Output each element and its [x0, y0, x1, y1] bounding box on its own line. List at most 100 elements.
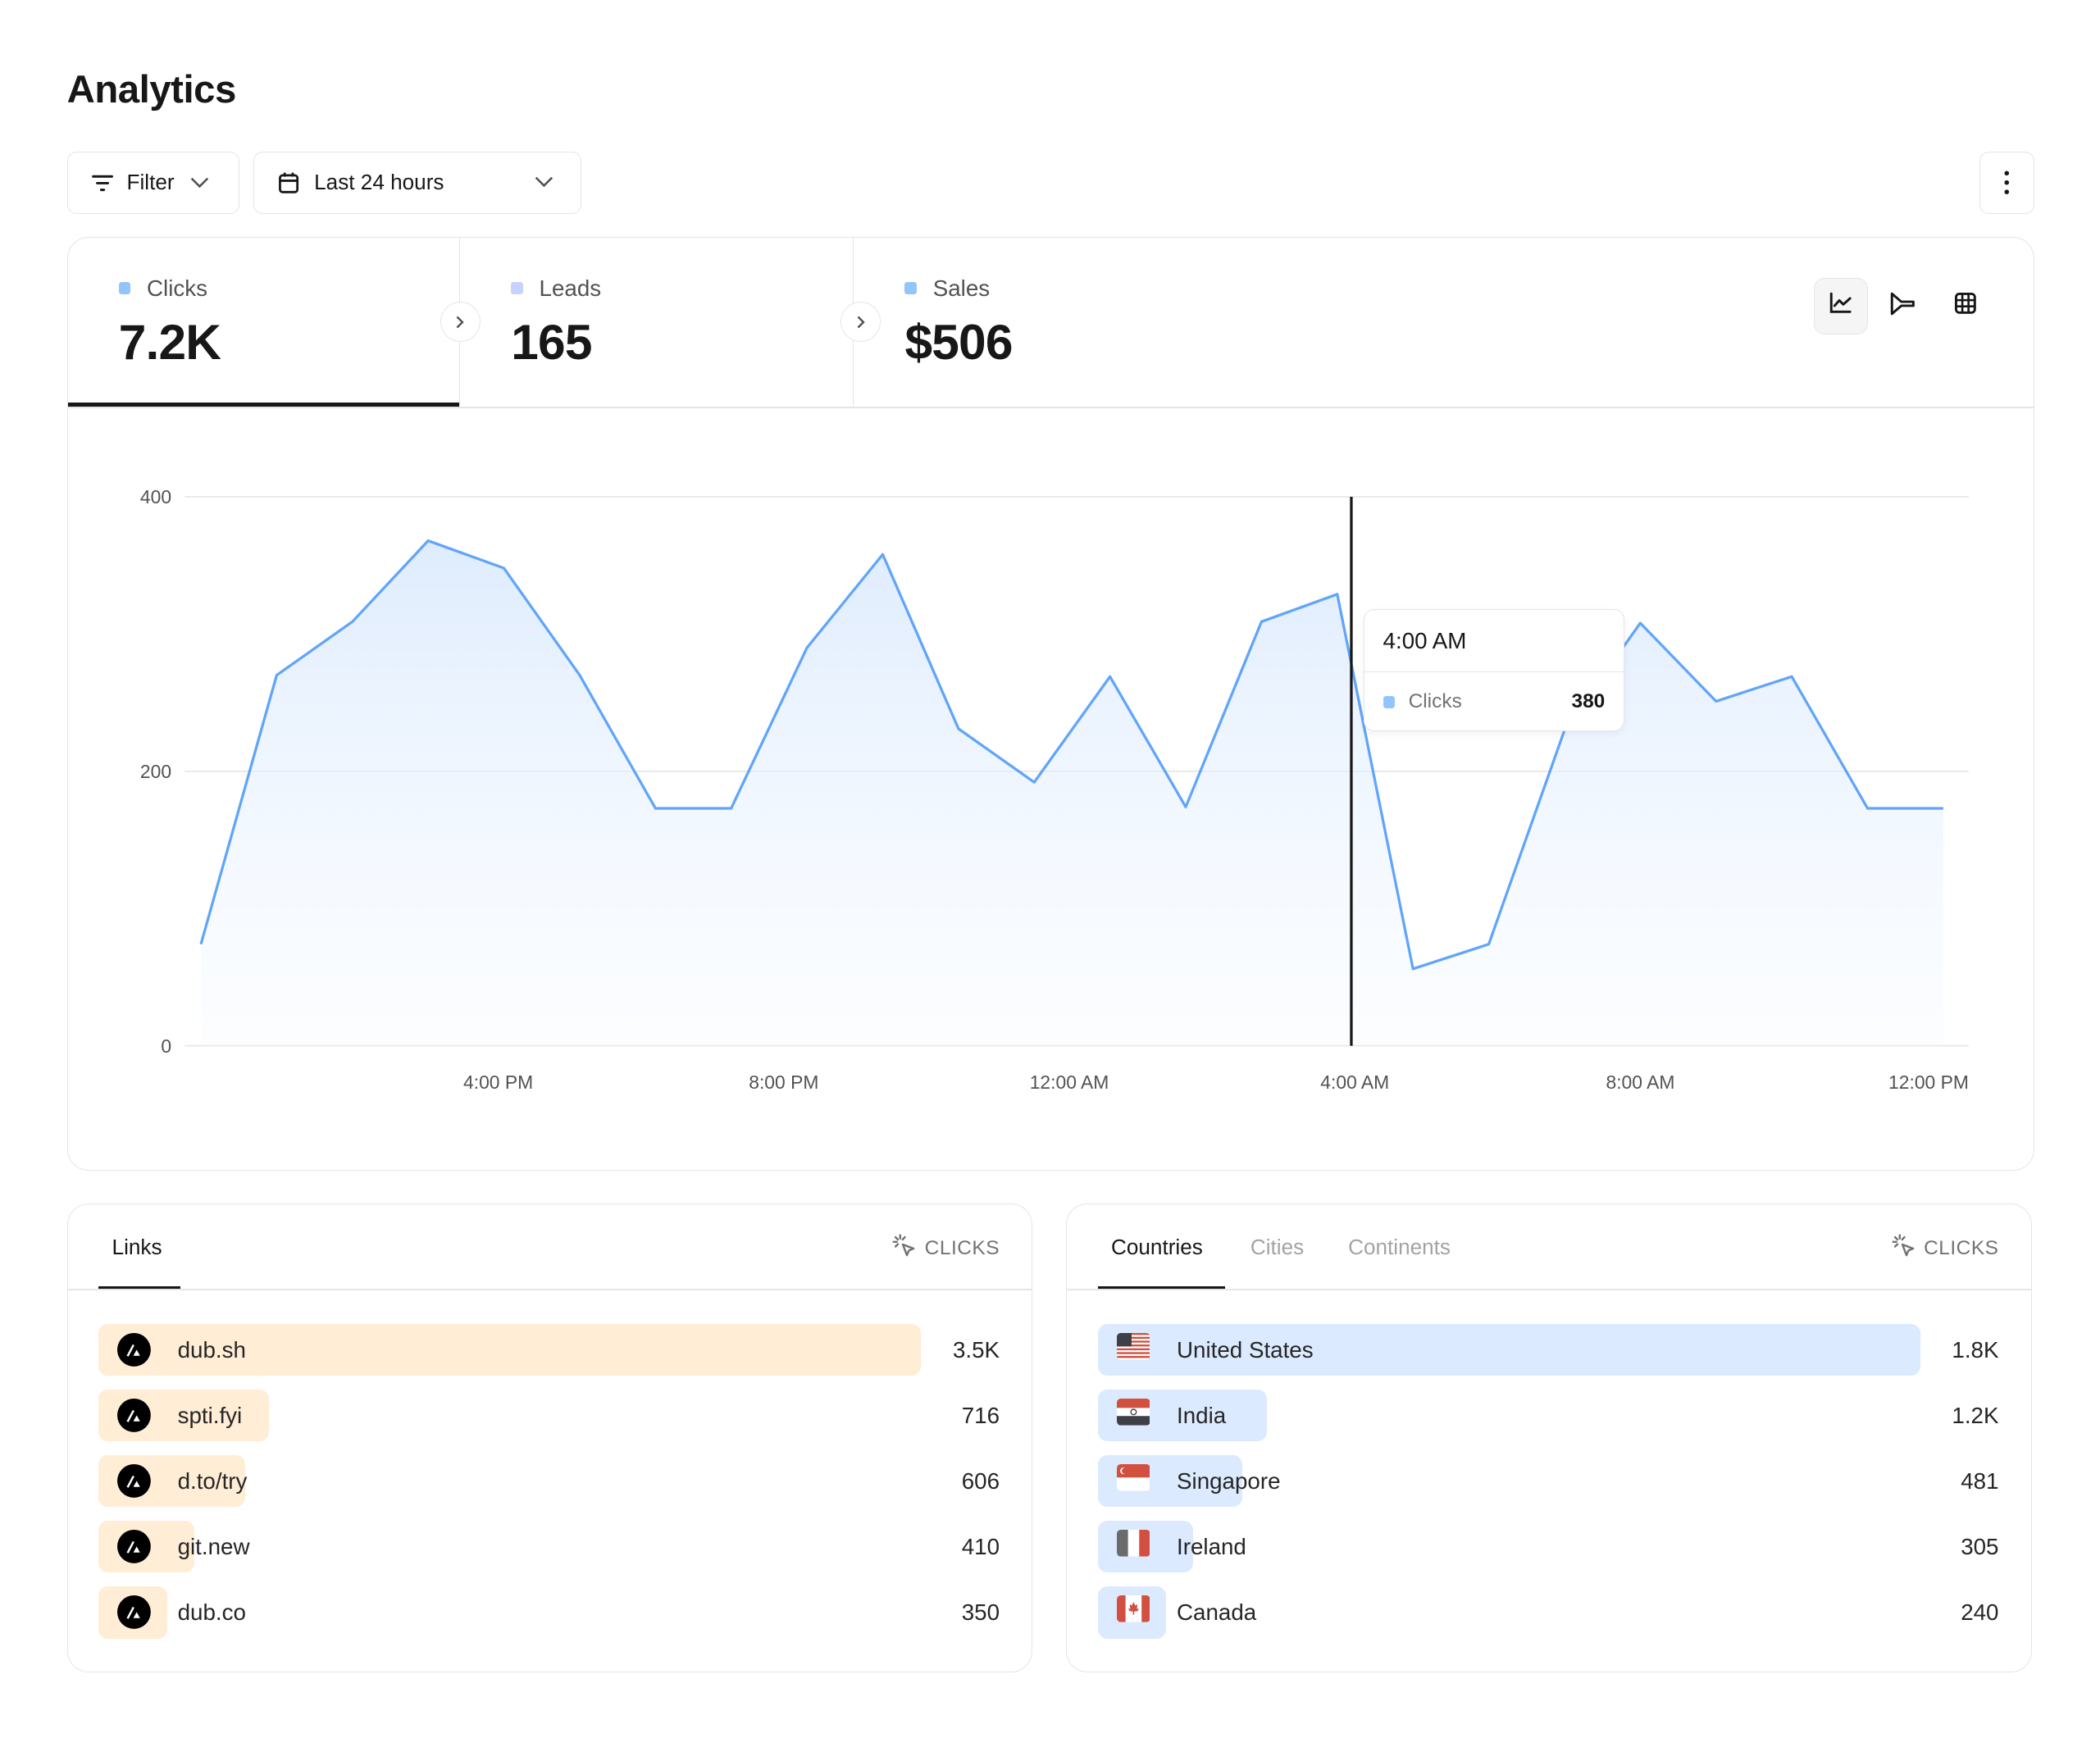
chevron-right-icon: [840, 302, 881, 343]
x-tick-label: 12:00 PM: [1888, 1071, 1969, 1093]
x-tick-label: 4:00 AM: [1320, 1071, 1389, 1093]
country-row[interactable]: United States 1.8K: [1097, 1323, 1999, 1376]
metric-tab-sales[interactable]: Sales $506: [854, 238, 1524, 407]
filter-icon: [92, 174, 114, 193]
clicks-label: CLICKS: [1924, 1237, 1999, 1260]
link-name: dub.sh: [177, 1336, 246, 1363]
metric-label: Clicks: [147, 275, 207, 301]
clicks-area-chart: 0 200 400 4:00 PM 8:00 PM 12:00 AM 4:00 AM 8:0…: [140, 486, 1969, 1093]
filter-label: Filter: [126, 170, 175, 195]
flag-us-icon: [1116, 1333, 1150, 1367]
tab-continents[interactable]: Continents: [1348, 1235, 1451, 1260]
chevron-right-icon: [440, 302, 481, 343]
link-name: dub.co: [177, 1599, 246, 1625]
line-chart-view-button[interactable]: [1814, 278, 1868, 334]
x-tick-label: 8:00 PM: [749, 1071, 818, 1093]
cursor-click-icon: [892, 1234, 916, 1263]
tab-links[interactable]: Links: [112, 1235, 162, 1260]
cursor-click-icon: [1892, 1234, 1916, 1263]
country-row[interactable]: Ireland 305: [1097, 1520, 1999, 1573]
link-name: git.new: [177, 1533, 250, 1559]
chevron-down-icon: [190, 177, 209, 189]
dub-logo-icon: [117, 1399, 151, 1432]
flag-in-icon: [1116, 1399, 1150, 1432]
link-name: spti.fyi: [177, 1402, 243, 1428]
dub-logo-icon: [117, 1464, 151, 1498]
tooltip-title: 4:00 AM: [1364, 610, 1624, 673]
metric-label: Sales: [932, 275, 991, 301]
tooltip-series-label: Clicks: [1408, 690, 1462, 713]
funnel-icon: [1889, 291, 1916, 321]
dub-logo-icon: [117, 1333, 151, 1367]
link-row[interactable]: dub.sh 3.5K: [98, 1323, 1000, 1376]
funnel-view-button[interactable]: [1876, 278, 1929, 334]
tab-cities[interactable]: Cities: [1250, 1235, 1305, 1260]
country-row[interactable]: Canada 240: [1097, 1586, 1999, 1639]
country-name: India: [1177, 1402, 1227, 1428]
link-row[interactable]: d.to/try 606: [98, 1454, 1000, 1508]
clicks-color-swatch: [118, 282, 131, 295]
metric-tab-clicks[interactable]: Clicks 7.2K: [67, 238, 461, 407]
country-name: Ireland: [1177, 1533, 1246, 1559]
clicks-column-header: CLICKS: [1892, 1234, 1999, 1263]
leads-color-swatch: [511, 282, 523, 295]
calendar-icon: [278, 171, 299, 194]
link-row[interactable]: git.new 410: [98, 1520, 1000, 1573]
clicks-color-swatch: [1383, 695, 1396, 708]
chevron-down-icon: [535, 176, 553, 189]
link-row[interactable]: spti.fyi 716: [98, 1389, 1000, 1442]
metric-value: $506: [904, 313, 1013, 370]
date-range-label: Last 24 hours: [314, 170, 444, 195]
country-name: Canada: [1177, 1599, 1257, 1625]
date-range-select[interactable]: Last 24 hours: [253, 151, 581, 215]
click-count: 240: [1961, 1599, 1999, 1625]
flag-sg-icon: [1116, 1464, 1150, 1498]
clicks-series-line: [199, 539, 1943, 971]
divider: [67, 406, 2034, 408]
x-tick-label: 8:00 AM: [1606, 1071, 1675, 1093]
more-vertical-icon: [2004, 171, 2010, 195]
dub-logo-icon: [117, 1595, 151, 1630]
filter-button[interactable]: Filter: [66, 151, 240, 215]
chart-tooltip: 4:00 AM Clicks 380: [1363, 609, 1625, 731]
click-count: 305: [1961, 1533, 1999, 1559]
click-count: 410: [961, 1533, 1000, 1559]
click-count: 481: [1961, 1467, 1999, 1494]
y-tick-label: 0: [161, 1035, 171, 1057]
more-options-button[interactable]: [1979, 151, 2034, 215]
click-count: 3.5K: [952, 1336, 1000, 1363]
metric-value: 7.2K: [118, 313, 221, 370]
active-tab-indicator: [1097, 1285, 1225, 1290]
divider: [67, 1289, 1032, 1290]
line-chart-icon: [1829, 291, 1852, 321]
country-row[interactable]: India 1.2K: [1097, 1389, 1999, 1442]
links-card: Links CLICKS dub.sh 3.5K spti.fyi 716 d.to/t…: [66, 1203, 1033, 1672]
link-name: d.to/try: [177, 1467, 248, 1494]
y-tick-label: 400: [140, 486, 171, 507]
x-tick-label: 12:00 AM: [1030, 1071, 1109, 1093]
clicks-column-header: CLICKS: [892, 1234, 1000, 1263]
table-view-button[interactable]: [1938, 278, 1992, 334]
click-count: 1.2K: [1952, 1402, 1999, 1428]
country-name: United States: [1177, 1336, 1314, 1363]
divider: [1067, 1289, 2031, 1290]
metric-value: 165: [511, 313, 592, 370]
click-count: 716: [961, 1402, 1000, 1428]
click-count: 350: [961, 1599, 1000, 1625]
flag-ca-icon: [1116, 1595, 1150, 1629]
click-count: 1.8K: [1952, 1336, 1999, 1363]
metric-tab-leads[interactable]: Leads 165: [460, 238, 853, 407]
clicks-area-fill: [201, 540, 1943, 1046]
active-tab-indicator: [98, 1285, 180, 1290]
x-tick-label: 4:00 PM: [463, 1071, 533, 1093]
value-bar: [98, 1323, 922, 1376]
country-row[interactable]: Singapore 481: [1097, 1454, 1999, 1508]
link-row[interactable]: dub.co 350: [98, 1586, 1000, 1639]
tab-countries[interactable]: Countries: [1110, 1235, 1203, 1260]
metric-label: Leads: [539, 275, 602, 301]
value-bar: [1097, 1323, 1920, 1376]
click-count: 606: [961, 1467, 1000, 1494]
clicks-label: CLICKS: [924, 1237, 1000, 1260]
active-tab-indicator: [67, 402, 461, 407]
dub-logo-icon: [117, 1530, 151, 1564]
